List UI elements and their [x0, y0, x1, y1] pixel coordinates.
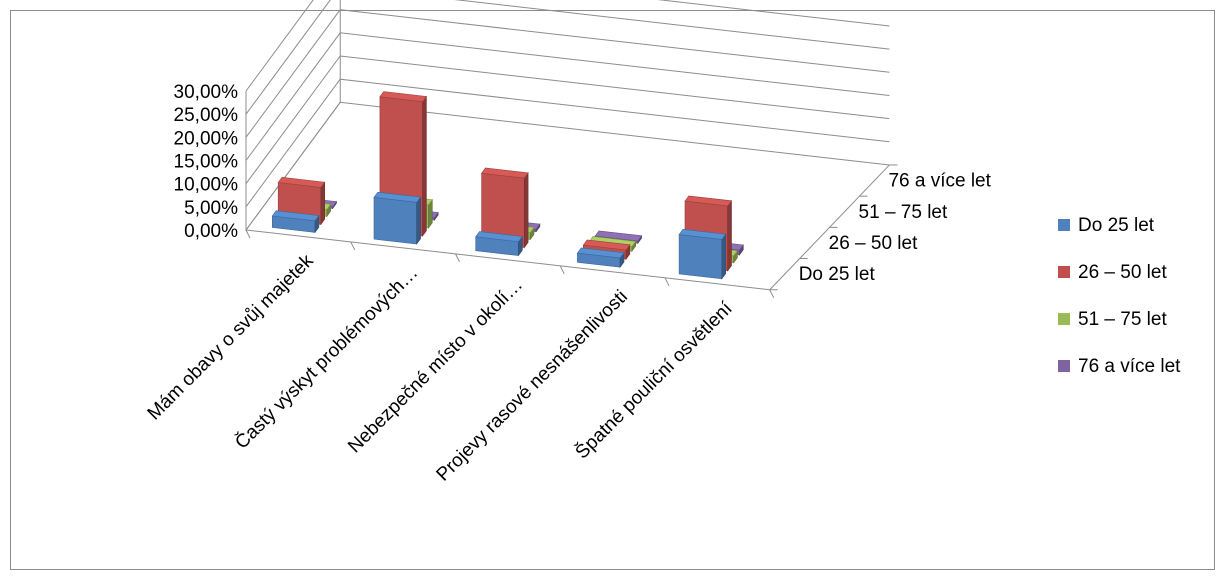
bar-top	[684, 195, 733, 207]
y-tick-label: 30,00%	[174, 82, 239, 103]
legend-swatch	[1058, 360, 1070, 372]
bar-2-0	[475, 231, 523, 257]
legend-label: 76 a více let	[1078, 356, 1181, 377]
y-tick-label: 15,00%	[174, 152, 239, 173]
y-tick-label: 10,00%	[174, 175, 239, 196]
gridline	[245, 32, 890, 161]
x-tick-mark	[559, 265, 565, 275]
x-axis-line	[245, 229, 770, 291]
bar-front	[678, 234, 723, 280]
gridline	[245, 0, 890, 115]
bar-side	[422, 95, 427, 237]
legend-swatch	[1058, 219, 1070, 231]
depth-axis-labels: 76 a více let 51 – 75 let 26 – 50 let Do 25…	[799, 171, 992, 286]
bar-side	[523, 171, 529, 249]
bar-side	[320, 181, 326, 226]
gridline	[245, 9, 890, 138]
y-tick-label: 25,00%	[174, 105, 239, 126]
bar-top	[582, 239, 631, 251]
bar-top	[481, 167, 529, 179]
y-tick-label: 20,00%	[174, 128, 239, 149]
category-label: Častý výskyt problémových…	[231, 262, 423, 454]
y-tick-label: 0,00%	[184, 221, 238, 242]
bar-top	[576, 247, 625, 259]
chart-frame	[10, 10, 1215, 570]
legend-label: 51 – 75 let	[1078, 309, 1167, 330]
legend-swatch	[1058, 266, 1070, 278]
depth-axis-label: Do 25 let	[799, 264, 876, 285]
gridline	[245, 55, 890, 184]
x-tick-mark	[350, 241, 356, 251]
bar-side	[727, 199, 732, 272]
gridline	[245, 78, 890, 208]
floor-left-edge	[245, 102, 341, 231]
bar-top	[379, 91, 427, 103]
y-tick-label: 5,00%	[184, 198, 238, 219]
bar-top	[594, 230, 643, 242]
legend-label: 26 – 50 let	[1078, 262, 1167, 283]
chart-gridlines	[245, 0, 890, 231]
legend-swatch	[1058, 313, 1070, 325]
bar-4-0	[678, 228, 727, 280]
depth-axis-label: 26 – 50 let	[829, 233, 918, 254]
bar-top	[373, 191, 422, 203]
gridline	[245, 0, 890, 92]
depth-axis-label: 51 – 75 let	[859, 202, 948, 223]
legend-label: Do 25 let	[1078, 215, 1155, 236]
bar-top	[475, 231, 523, 243]
bar-top	[678, 228, 727, 240]
bar-top	[277, 176, 326, 188]
x-tick-mark	[769, 289, 775, 298]
chart-bars	[271, 91, 744, 280]
x-tick-mark	[664, 277, 670, 287]
x-tick-mark	[245, 229, 251, 239]
gridline	[245, 101, 890, 231]
depth-axis-label: 76 a více let	[888, 171, 991, 192]
chart-axes	[245, 91, 898, 298]
bar-side	[416, 196, 421, 245]
bar-3-0	[576, 247, 625, 269]
bar-front	[373, 197, 418, 245]
category-label: Projevy rasové nesnášenlivosti	[433, 286, 632, 485]
legend: Do 25 let 26 – 50 let 51 – 75 let 76 a více…	[1058, 215, 1181, 377]
bar-0-0	[271, 210, 320, 234]
y-axis-ticks: 30,00%25,00%20,00% 15,00%10,00%5,00%0,00%	[174, 82, 239, 242]
bar-1-0	[373, 191, 422, 245]
bar-2-1	[481, 167, 529, 249]
bar-top	[271, 210, 320, 222]
bar-side	[721, 233, 727, 280]
x-tick-mark	[455, 253, 460, 263]
